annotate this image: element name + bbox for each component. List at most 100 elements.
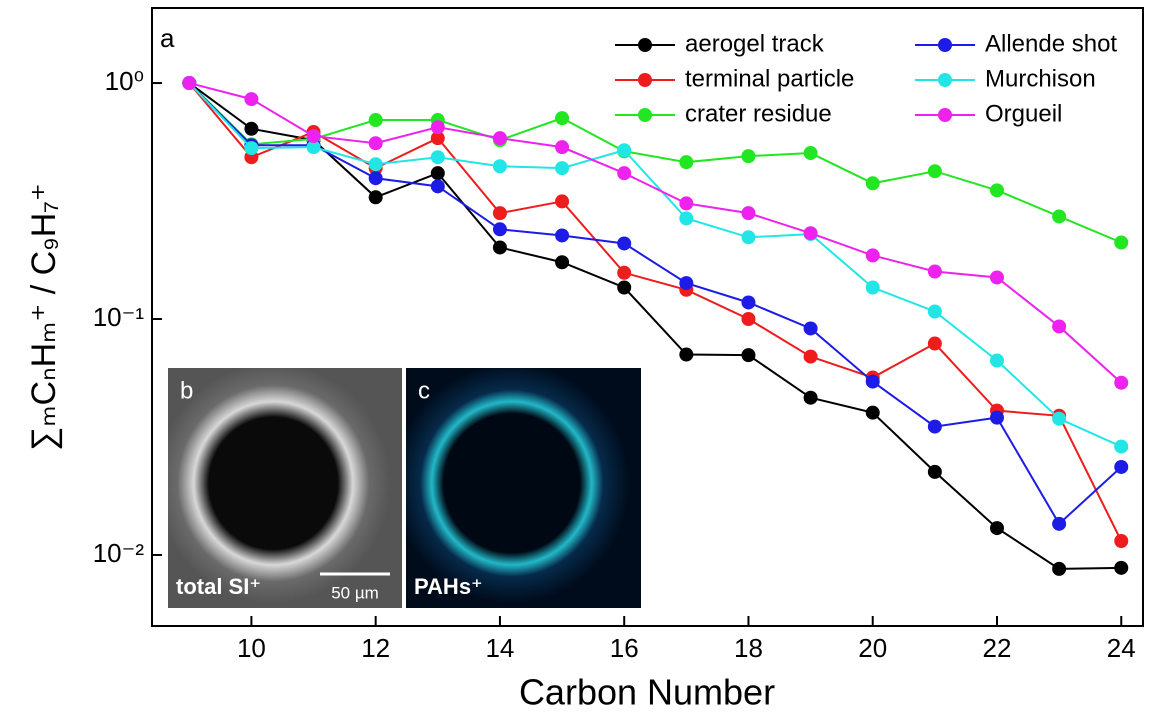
inset-label: b: [180, 377, 193, 404]
data-point: [1114, 534, 1129, 549]
data-point: [617, 265, 632, 280]
legend-label: aerogel track: [685, 30, 825, 57]
data-point: [368, 171, 383, 186]
data-point: [492, 131, 507, 146]
data-point: [989, 270, 1004, 285]
series-line: [188, 82, 1122, 244]
data-point: [555, 255, 570, 270]
data-point: [430, 120, 445, 135]
data-point: [741, 206, 756, 221]
data-point: [430, 150, 445, 165]
data-point: [989, 521, 1004, 536]
data-point: [741, 295, 756, 310]
legend-marker: [638, 108, 652, 122]
legend-marker: [938, 73, 952, 87]
data-point: [927, 264, 942, 279]
data-point: [492, 240, 507, 255]
legend-label: crater residue: [685, 100, 832, 127]
data-point: [865, 280, 880, 295]
data-point: [803, 349, 818, 364]
legend-marker: [638, 73, 652, 87]
data-point: [1114, 375, 1129, 390]
data-point: [492, 159, 507, 174]
data-point: [555, 140, 570, 155]
legend-marker: [638, 38, 652, 52]
scale-label: 50 µm: [331, 583, 379, 602]
data-point: [244, 92, 259, 107]
legend-label: Orgueil: [985, 100, 1062, 127]
x-axis-label: Carbon Number: [519, 672, 775, 713]
inset-label: c: [418, 377, 430, 404]
data-point: [865, 374, 880, 389]
data-point: [555, 194, 570, 209]
data-point: [617, 236, 632, 251]
data-point: [244, 141, 259, 156]
data-point: [927, 164, 942, 179]
data-point: [865, 176, 880, 191]
data-point: [679, 347, 694, 362]
data-point: [803, 146, 818, 161]
data-point: [679, 196, 694, 211]
data-point: [368, 136, 383, 151]
data-point: [803, 390, 818, 405]
y-tick-label: 10⁻¹: [93, 302, 145, 332]
data-point: [803, 321, 818, 336]
data-point: [182, 76, 197, 91]
panel-label: a: [160, 23, 175, 53]
data-point: [1052, 411, 1067, 426]
data-point: [927, 464, 942, 479]
x-tick-label: 16: [610, 633, 639, 663]
data-point: [865, 405, 880, 420]
data-point: [865, 248, 880, 263]
data-point: [430, 166, 445, 181]
x-tick-label: 24: [1107, 633, 1136, 663]
inset-caption: total SI⁺: [176, 574, 261, 599]
data-point: [1052, 516, 1067, 531]
data-point: [492, 222, 507, 237]
series-line: [188, 82, 1123, 542]
x-tick-label: 22: [983, 633, 1012, 663]
data-point: [555, 228, 570, 243]
data-point: [1052, 209, 1067, 224]
inset-c: c PAHs⁺: [406, 368, 641, 608]
x-tick-label: 14: [485, 633, 514, 663]
x-tick-label: 20: [858, 633, 887, 663]
data-point: [306, 140, 321, 155]
data-point: [803, 226, 818, 241]
data-point: [1052, 561, 1067, 576]
data-point: [679, 211, 694, 226]
x-tick-label: 10: [237, 633, 266, 663]
data-point: [1052, 319, 1067, 334]
plot-frame: [151, 7, 1144, 627]
data-point: [617, 166, 632, 181]
data-point: [430, 179, 445, 194]
legend-label: Murchison: [985, 65, 1096, 92]
data-point: [679, 155, 694, 170]
x-tick-label: 12: [361, 633, 390, 663]
data-point: [927, 304, 942, 319]
inset-image: [406, 368, 641, 608]
series-line: [189, 82, 1122, 384]
data-point: [989, 353, 1004, 368]
inset-b: b total SI⁺ 50 µm: [168, 368, 402, 608]
x-tick-label: 18: [734, 633, 763, 663]
data-point: [244, 121, 259, 136]
legend-label: Allende shot: [985, 30, 1117, 57]
legend-label: terminal particle: [685, 65, 854, 92]
data-point: [741, 312, 756, 327]
series-line: [188, 82, 1122, 526]
data-point: [617, 280, 632, 295]
data-point: [927, 336, 942, 351]
data-point: [617, 143, 632, 158]
data-point: [555, 111, 570, 126]
series-line: [188, 82, 1122, 448]
data-point: [555, 161, 570, 176]
series-line: [188, 82, 1122, 570]
y-tick-label: 10⁰: [105, 66, 144, 96]
y-tick-label: 10⁻²: [93, 538, 145, 568]
data-point: [1114, 560, 1129, 575]
data-point: [1114, 235, 1129, 250]
legend-marker: [938, 108, 952, 122]
